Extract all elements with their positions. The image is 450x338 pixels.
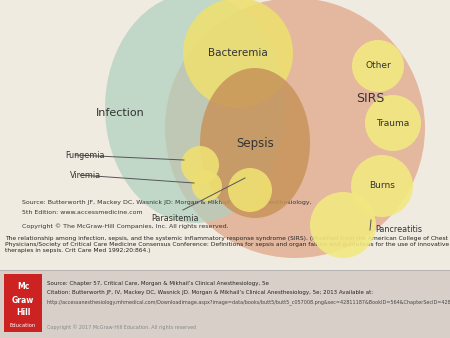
Text: Parasitemia: Parasitemia — [151, 214, 199, 223]
Text: The relationship among infection, sepsis, and the systemic inflammatory response: The relationship among infection, sepsis… — [5, 236, 449, 252]
Text: Pancreatitis: Pancreatitis — [375, 225, 422, 235]
Text: Mc: Mc — [17, 282, 29, 291]
Bar — [0, 270, 450, 338]
Text: Copyright © The McGraw-Hill Companies, Inc. All rights reserved.: Copyright © The McGraw-Hill Companies, I… — [22, 223, 229, 228]
Circle shape — [165, 0, 425, 258]
Text: Trauma: Trauma — [376, 119, 410, 127]
Text: Citation: Butterworth JF, IV, Mackey DC, Wasnick JD. Morgan & Mikhail’s Clinical: Citation: Butterworth JF, IV, Mackey DC,… — [47, 290, 373, 295]
Circle shape — [310, 192, 376, 258]
Text: Fungemia: Fungemia — [65, 150, 104, 160]
Circle shape — [181, 146, 219, 184]
Circle shape — [365, 95, 421, 151]
Circle shape — [183, 0, 293, 108]
Circle shape — [192, 171, 222, 201]
Text: Viremia: Viremia — [70, 170, 101, 179]
Text: Source: Butterworth JF, Mackey DC, Wasnick JD: Morgan & Mikhail's Clinical Anest: Source: Butterworth JF, Mackey DC, Wasni… — [22, 200, 311, 205]
Circle shape — [351, 155, 413, 217]
Text: Graw: Graw — [12, 296, 34, 305]
Text: Education: Education — [10, 322, 36, 328]
Text: Other: Other — [365, 62, 391, 71]
Ellipse shape — [200, 68, 310, 218]
Bar — [4, 274, 42, 332]
Text: 5th Edition: www.accessmedicine.com: 5th Edition: www.accessmedicine.com — [22, 210, 143, 215]
Ellipse shape — [105, 0, 285, 223]
Text: Infection: Infection — [95, 108, 144, 118]
Text: http://accessanesthesiology.mhmedical.com/Downloadimage.aspx?image=data/books/bu: http://accessanesthesiology.mhmedical.co… — [47, 299, 450, 305]
Text: Bacteremia: Bacteremia — [208, 48, 268, 58]
Text: Copyright © 2017 McGraw-Hill Education. All rights reserved: Copyright © 2017 McGraw-Hill Education. … — [47, 324, 196, 330]
Text: Burns: Burns — [369, 182, 395, 191]
Text: Sepsis: Sepsis — [236, 137, 274, 149]
Text: Source: Chapter 57, Critical Care, Morgan & Mikhail’s Clinical Anesthesiology, 5: Source: Chapter 57, Critical Care, Morga… — [47, 281, 269, 286]
Text: Hill: Hill — [16, 308, 30, 317]
Text: SIRS: SIRS — [356, 92, 384, 104]
Circle shape — [352, 40, 404, 92]
Circle shape — [228, 168, 272, 212]
